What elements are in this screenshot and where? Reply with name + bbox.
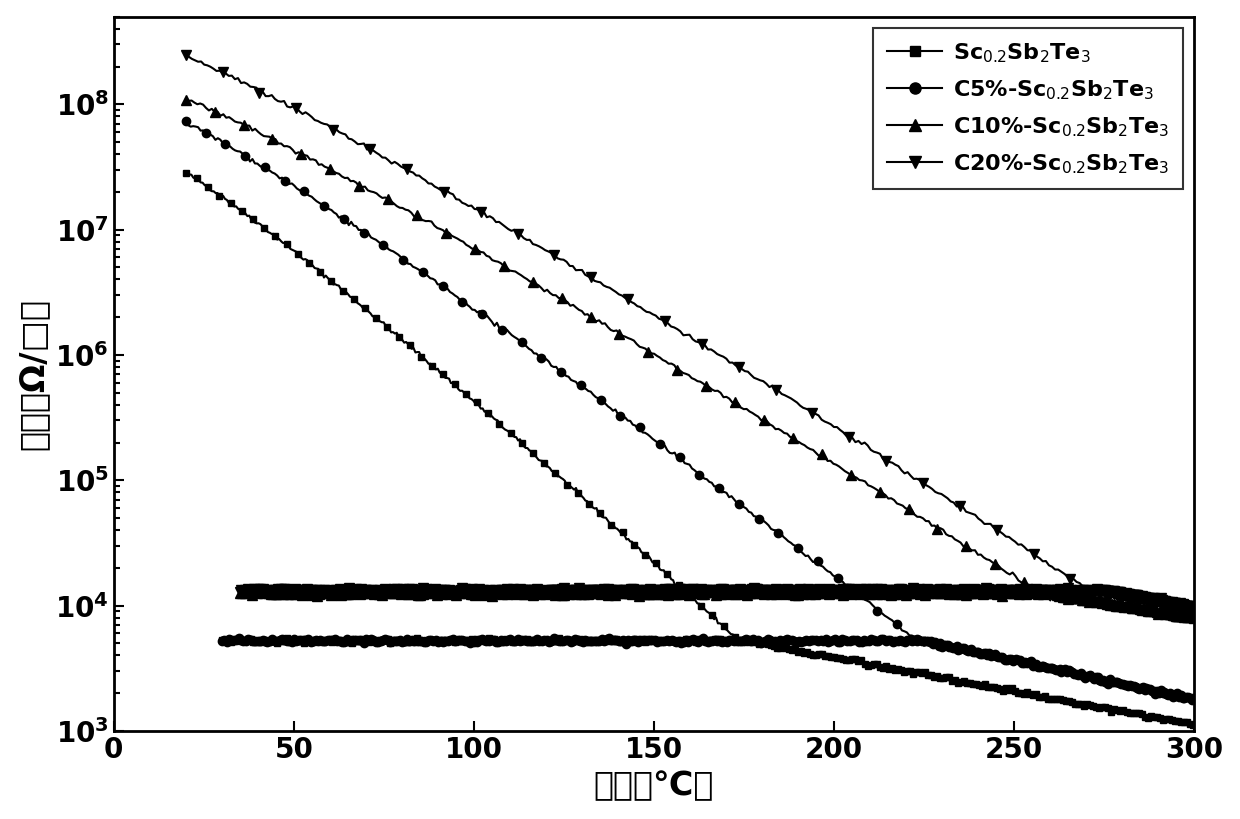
X-axis label: 温度（℃）: 温度（℃） [594,769,714,803]
Y-axis label: 电阵（Ω/□）: 电阵（Ω/□） [16,298,50,450]
Legend: Sc$_{0.2}$Sb$_2$Te$_3$, C5%-Sc$_{0.2}$Sb$_2$Te$_3$, C10%-Sc$_{0.2}$Sb$_2$Te$_3$,: Sc$_{0.2}$Sb$_2$Te$_3$, C5%-Sc$_{0.2}$Sb… [873,28,1183,189]
